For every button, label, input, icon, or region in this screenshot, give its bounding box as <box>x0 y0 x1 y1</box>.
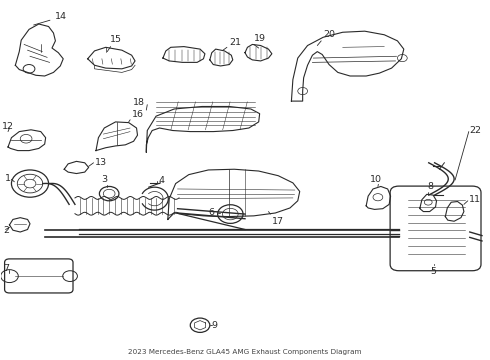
Text: 22: 22 <box>470 126 482 135</box>
Text: 16: 16 <box>132 110 144 119</box>
Text: 9: 9 <box>212 321 218 330</box>
Text: 3: 3 <box>101 175 107 184</box>
Text: 1: 1 <box>4 174 11 183</box>
Text: 5: 5 <box>431 267 437 276</box>
Text: 6: 6 <box>209 208 215 217</box>
Text: 19: 19 <box>254 34 266 43</box>
Text: 11: 11 <box>469 195 481 204</box>
Text: 15: 15 <box>110 35 122 44</box>
Text: 18: 18 <box>133 98 145 107</box>
Text: 17: 17 <box>272 217 284 226</box>
Text: 12: 12 <box>1 122 14 131</box>
Text: 2: 2 <box>3 226 9 235</box>
Text: 14: 14 <box>34 12 68 25</box>
Text: 21: 21 <box>229 37 242 46</box>
Text: 2023 Mercedes-Benz GLA45 AMG Exhaust Components Diagram: 2023 Mercedes-Benz GLA45 AMG Exhaust Com… <box>128 349 362 355</box>
Text: 7: 7 <box>3 264 9 273</box>
Text: 20: 20 <box>323 31 335 40</box>
Text: 13: 13 <box>95 158 107 167</box>
Text: 4: 4 <box>158 176 164 185</box>
Text: 8: 8 <box>428 183 434 192</box>
Text: 10: 10 <box>370 175 382 184</box>
